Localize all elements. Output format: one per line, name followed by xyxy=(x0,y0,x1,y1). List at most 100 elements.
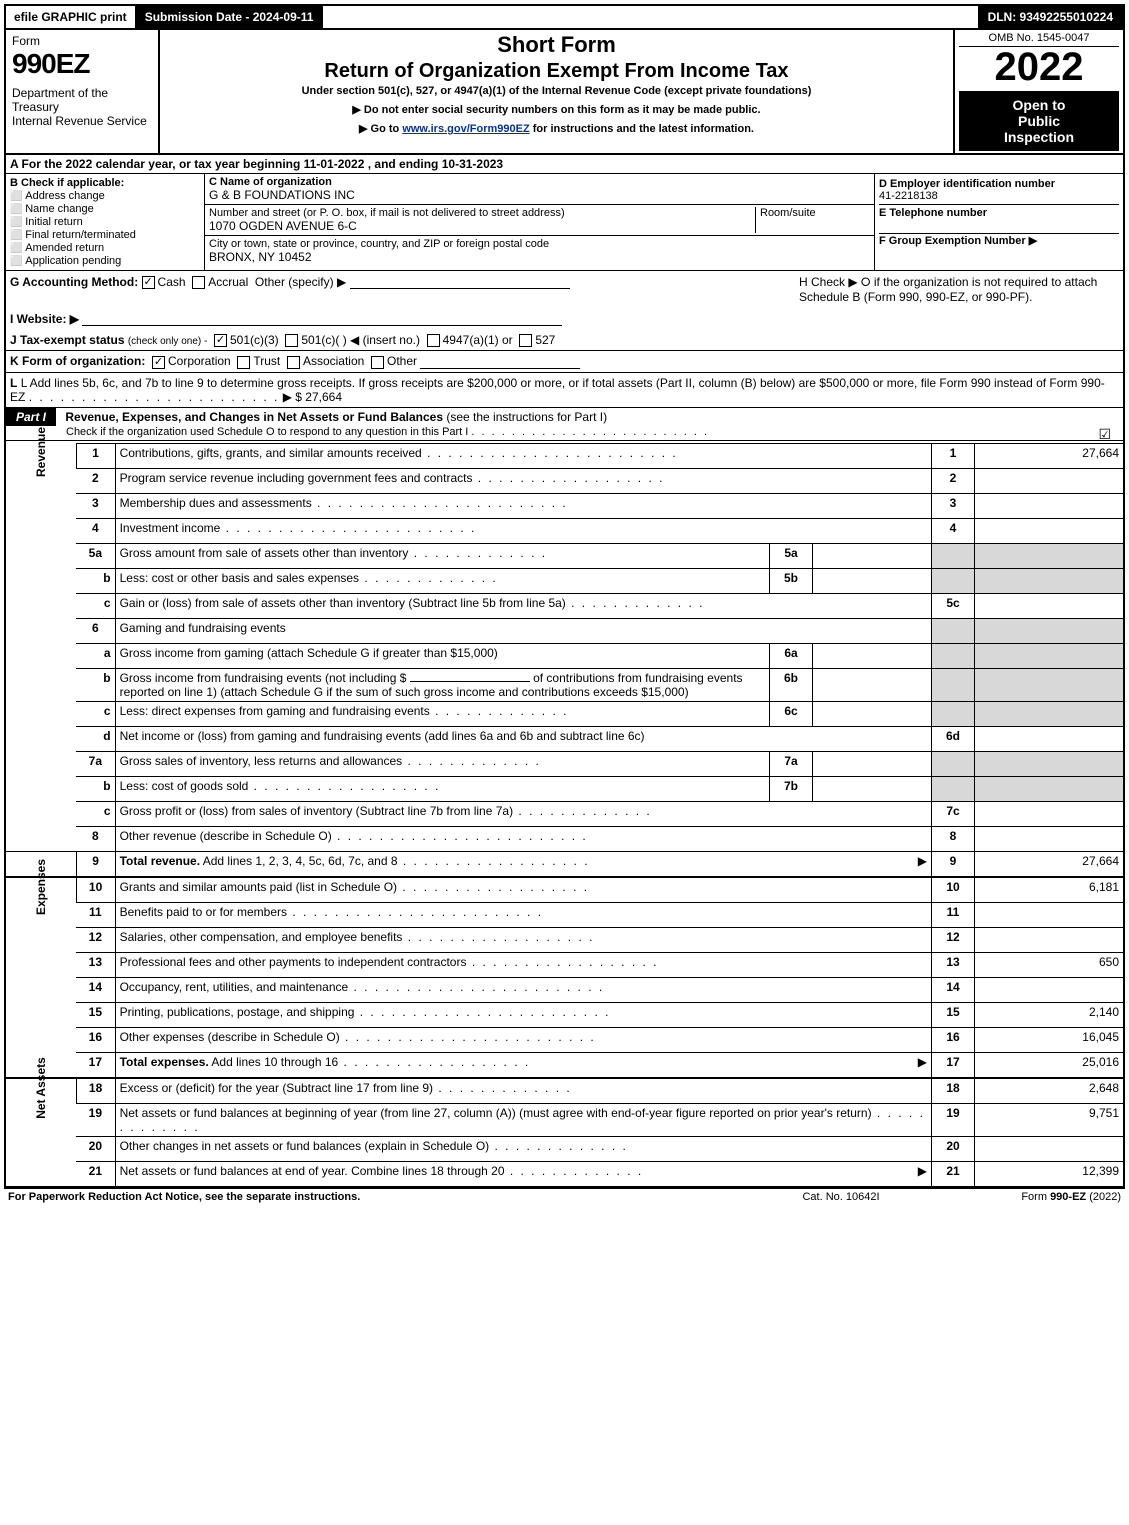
tel-value xyxy=(879,219,1119,231)
line-20: 20 Other changes in net assets or fund b… xyxy=(6,1136,1123,1161)
line-8: 8 Other revenue (describe in Schedule O)… xyxy=(6,826,1123,851)
line-6: 6 Gaming and fundraising events xyxy=(6,618,1123,643)
inval-5b xyxy=(813,568,932,593)
goto-post: for instructions and the latest informat… xyxy=(530,123,754,135)
line-21: 21 Net assets or fund balances at end of… xyxy=(6,1161,1123,1186)
c-name-label: C Name of organization xyxy=(209,176,870,188)
expenses-sidebar: Expenses xyxy=(6,877,76,1078)
val-1: 27,664 xyxy=(975,443,1124,468)
chk-4947[interactable] xyxy=(427,334,440,347)
val-13: 650 xyxy=(975,952,1124,977)
open-line1: Open to xyxy=(963,97,1115,113)
section-d-e-f: D Employer identification number 41-2218… xyxy=(874,174,1123,270)
val-8 xyxy=(975,826,1124,851)
opt-other-org: Other xyxy=(387,354,417,368)
part-1-title: Revenue, Expenses, and Changes in Net As… xyxy=(59,408,613,426)
submission-date: Submission Date - 2024-09-11 xyxy=(135,6,324,28)
opt-trust: Trust xyxy=(253,354,280,368)
open-line2: Public xyxy=(963,113,1115,129)
line-13: 13 Professional fees and other payments … xyxy=(6,952,1123,977)
j-sub: (check only one) - xyxy=(128,336,207,347)
efile-print-label[interactable]: efile GRAPHIC print xyxy=(6,6,135,28)
netassets-sidebar: Net Assets xyxy=(6,1078,76,1186)
line-15: 15 Printing, publications, postage, and … xyxy=(6,1002,1123,1027)
part-1-check-note: Check if the organization used Schedule … xyxy=(6,426,1123,440)
chk-501c3[interactable] xyxy=(214,334,227,347)
top-bar: efile GRAPHIC print Submission Date - 20… xyxy=(6,6,1123,30)
chk-cash[interactable] xyxy=(142,276,155,289)
k-label: K Form of organization: xyxy=(10,354,145,368)
line-5c: c Gain or (loss) from sale of assets oth… xyxy=(6,593,1123,618)
line-7a: 7a Gross sales of inventory, less return… xyxy=(6,751,1123,776)
other-specify-field[interactable] xyxy=(350,276,570,289)
inval-6b xyxy=(813,668,932,701)
i-label: I Website: ▶ xyxy=(10,312,79,326)
val-18: 2,648 xyxy=(975,1078,1124,1104)
line-6d: d Net income or (loss) from gaming and f… xyxy=(6,726,1123,751)
short-form-title: Short Form xyxy=(168,32,945,58)
section-i: I Website: ▶ xyxy=(6,308,1123,330)
form-title-block: Short Form Return of Organization Exempt… xyxy=(160,30,953,153)
chk-501c[interactable] xyxy=(285,334,298,347)
form-header: Form 990EZ Department of the Treasury In… xyxy=(6,30,1123,155)
section-b: B Check if applicable: Address change Na… xyxy=(6,174,205,270)
inval-6c xyxy=(813,701,932,726)
paperwork-notice: For Paperwork Reduction Act Notice, see … xyxy=(8,1191,741,1203)
goto-note: ▶ Go to www.irs.gov/Form990EZ for instru… xyxy=(168,122,945,135)
open-line3: Inspection xyxy=(963,129,1115,145)
goto-pre: ▶ Go to xyxy=(359,123,402,135)
open-to-public: Open to Public Inspection xyxy=(959,91,1119,151)
return-title: Return of Organization Exempt From Incom… xyxy=(168,60,945,83)
section-h: H Check ▶ ⭘ if the organization is not r… xyxy=(791,275,1119,304)
opt-501c3: 501(c)(3) xyxy=(230,333,279,347)
org-info-block: B Check if applicable: Address change Na… xyxy=(6,174,1123,271)
street-label: Number and street (or P. O. box, if mail… xyxy=(209,207,755,219)
j-label: J Tax-exempt status xyxy=(10,333,125,347)
part-1-table: Revenue 1 Contributions, gifts, grants, … xyxy=(6,443,1123,1186)
website-field[interactable] xyxy=(82,313,562,326)
chk-final-return[interactable]: Final return/terminated xyxy=(10,229,200,241)
opt-association: Association xyxy=(303,354,364,368)
inval-7b xyxy=(813,776,932,801)
tel-label: E Telephone number xyxy=(879,207,1119,219)
form-id-block: Form 990EZ Department of the Treasury In… xyxy=(6,30,160,153)
chk-accrual[interactable] xyxy=(192,276,205,289)
irs-link[interactable]: www.irs.gov/Form990EZ xyxy=(402,123,529,135)
chk-name-change[interactable]: Name change xyxy=(10,203,200,215)
page-footer: For Paperwork Reduction Act Notice, see … xyxy=(4,1188,1125,1205)
chk-trust[interactable] xyxy=(237,356,250,369)
part-1-title-text: Revenue, Expenses, and Changes in Net As… xyxy=(65,410,443,424)
val-6d xyxy=(975,726,1124,751)
opt-cash: Cash xyxy=(158,275,186,289)
ein-value: 41-2218138 xyxy=(879,190,1119,202)
val-15: 2,140 xyxy=(975,1002,1124,1027)
dept-treasury: Department of the Treasury xyxy=(12,86,152,114)
section-k: K Form of organization: Corporation Trus… xyxy=(6,351,1123,372)
city-value: BRONX, NY 10452 xyxy=(209,250,312,264)
line-14: 14 Occupancy, rent, utilities, and maint… xyxy=(6,977,1123,1002)
val-14 xyxy=(975,977,1124,1002)
chk-amended-return[interactable]: Amended return xyxy=(10,242,200,254)
revenue-sidebar: Revenue xyxy=(6,443,76,851)
line-16: 16 Other expenses (describe in Schedule … xyxy=(6,1027,1123,1052)
inval-5a xyxy=(813,543,932,568)
line-18: Net Assets 18 Excess or (deficit) for th… xyxy=(6,1078,1123,1104)
chk-application-pending[interactable]: Application pending xyxy=(10,255,200,267)
inval-6a xyxy=(813,643,932,668)
form-word: Form xyxy=(12,34,152,48)
section-l: L L Add lines 5b, 6c, and 7b to line 9 t… xyxy=(6,373,1123,408)
g-label: G Accounting Method: xyxy=(10,275,138,289)
chk-corporation[interactable] xyxy=(152,356,165,369)
opt-527: 527 xyxy=(535,333,555,347)
part-1-check-text: Check if the organization used Schedule … xyxy=(66,426,468,438)
sched-o-checkbox[interactable]: ☑ xyxy=(1098,426,1111,443)
chk-association[interactable] xyxy=(287,356,300,369)
chk-527[interactable] xyxy=(519,334,532,347)
val-4 xyxy=(975,518,1124,543)
section-j: J Tax-exempt status (check only one) - 5… xyxy=(6,330,1123,351)
chk-address-change[interactable]: Address change xyxy=(10,190,200,202)
chk-other-org[interactable] xyxy=(371,356,384,369)
line-7b: b Less: cost of goods sold 7b xyxy=(6,776,1123,801)
other-org-field[interactable] xyxy=(420,356,580,369)
chk-initial-return[interactable]: Initial return xyxy=(10,216,200,228)
